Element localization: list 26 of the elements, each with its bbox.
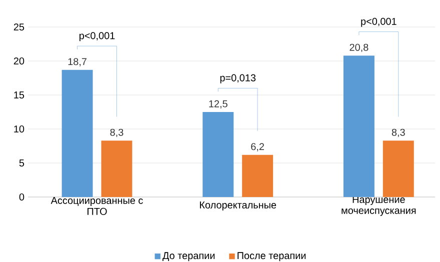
y-tick-label: 0 <box>19 193 24 201</box>
data-label: 20,8 <box>350 44 368 52</box>
data-label: 18,7 <box>68 58 86 66</box>
x-tick-label: Ассоциированные с ПТО <box>50 197 143 215</box>
bar <box>62 70 93 197</box>
annotation: p<0,001 <box>80 32 115 42</box>
x-tick-label: Колоректальные <box>200 202 276 210</box>
bar <box>101 140 132 197</box>
data-label: 6,2 <box>251 143 264 152</box>
data-label: 8,3 <box>110 128 124 138</box>
bar <box>343 56 374 197</box>
data-label: 12,5 <box>209 100 228 108</box>
y-tick-label: 20 <box>14 57 24 65</box>
y-tick-label: 5 <box>19 160 24 166</box>
y-tick-label: 25 <box>14 23 24 31</box>
x-tick-label: Нарушение мочеиспускания <box>342 196 416 216</box>
bar <box>242 154 274 197</box>
data-label: 8,3 <box>392 128 405 138</box>
legend-label: До терапии <box>162 252 215 262</box>
annotation: p=0,013 <box>220 74 256 84</box>
y-tick-label: 10 <box>14 125 24 133</box>
y-tick-label: 15 <box>14 92 24 98</box>
bar <box>382 140 414 197</box>
bar <box>202 112 234 197</box>
legend-label: После терапии <box>238 252 306 262</box>
text: p<0,001 <box>361 18 396 27</box>
